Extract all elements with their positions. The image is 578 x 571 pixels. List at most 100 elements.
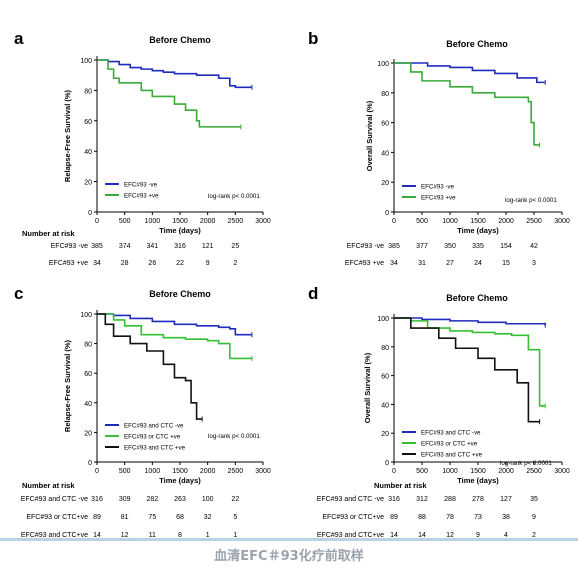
x-tick-label: 2500: [526, 218, 542, 225]
risk-value: 121: [202, 243, 214, 250]
risk-value: 35: [530, 496, 538, 503]
y-tick-label: 60: [381, 374, 389, 381]
x-tick-label: 2000: [498, 218, 514, 225]
y-tick-label: 20: [381, 180, 389, 187]
risk-value: 316: [388, 496, 400, 503]
y-tick-label: 100: [80, 312, 92, 319]
risk-value: 89: [390, 514, 398, 521]
risk-value: 12: [121, 532, 129, 539]
series-line-1: [97, 313, 252, 336]
panel-title: Before Chemo: [446, 293, 508, 303]
panel-title: Before Chemo: [149, 35, 211, 45]
risk-value: 31: [418, 260, 426, 267]
x-tick-label: 1500: [470, 218, 486, 225]
risk-value: 3: [532, 260, 536, 267]
risk-table-header: Number at risk: [374, 481, 427, 490]
legend-entry: EFC#93 -ve: [124, 182, 158, 189]
risk-value: 27: [446, 260, 454, 267]
series-line-2: [97, 313, 252, 360]
logrank-annotation: log-rank p< 0.0001: [208, 193, 260, 200]
bottom-divider: [0, 538, 578, 541]
x-tick-label: 1000: [442, 218, 458, 225]
y-tick-label: 20: [84, 180, 92, 187]
x-tick-label: 2000: [200, 468, 216, 475]
legend-entry: EFC#93 +ve: [421, 195, 456, 202]
risk-value: 9: [206, 260, 210, 267]
risk-value: 127: [500, 496, 512, 503]
risk-value: 100: [202, 496, 214, 503]
risk-value: 34: [390, 260, 398, 267]
x-tick-label: 3000: [554, 218, 570, 225]
y-tick-label: 0: [385, 210, 389, 217]
legend-entry: EFC#93 or CTC +ve: [421, 441, 478, 448]
panel-letter: c: [14, 284, 23, 303]
risk-value: 374: [119, 243, 131, 250]
series-line-2: [97, 59, 241, 128]
x-tick-label: 1000: [145, 218, 161, 225]
x-axis-label: Time (days): [457, 476, 499, 485]
series-line-2: [394, 62, 540, 146]
x-tick-label: 500: [119, 468, 131, 475]
risk-value: 32: [204, 514, 212, 521]
risk-row-label: EFC#93 or CTC+ve: [322, 514, 384, 521]
risk-value: 312: [416, 496, 428, 503]
y-tick-label: 40: [84, 401, 92, 408]
panel-letter: a: [14, 29, 24, 48]
x-tick-label: 500: [416, 218, 428, 225]
series-line-1: [394, 62, 546, 84]
x-tick-label: 0: [392, 218, 396, 225]
x-tick-label: 0: [392, 468, 396, 475]
risk-value: 73: [474, 514, 482, 521]
panel-letter: d: [308, 284, 318, 303]
y-tick-label: 0: [88, 460, 92, 467]
risk-value: 89: [93, 514, 101, 521]
risk-value: 88: [418, 514, 426, 521]
y-tick-label: 100: [80, 58, 92, 65]
risk-value: 350: [444, 243, 456, 250]
risk-value: 38: [502, 514, 510, 521]
risk-value: 2: [233, 260, 237, 267]
y-tick-label: 80: [84, 342, 92, 349]
y-tick-label: 0: [88, 210, 92, 217]
risk-value: 335: [472, 243, 484, 250]
risk-row-label: EFC#93 and CTC+ve: [21, 532, 88, 539]
risk-value: 309: [119, 496, 131, 503]
legend-entry: EFC#93 and CTC +ve: [124, 445, 186, 452]
risk-value: 34: [93, 260, 101, 267]
x-tick-label: 0: [95, 468, 99, 475]
figure-caption: 血清EFC＃93化疗前取样: [214, 549, 364, 564]
x-tick-label: 3000: [255, 218, 271, 225]
risk-table-header: Number at risk: [22, 229, 75, 238]
y-tick-label: 40: [84, 149, 92, 156]
risk-value: 12: [446, 532, 454, 539]
risk-value: 42: [530, 243, 538, 250]
risk-row-label: EFC#93 -ve: [51, 243, 88, 250]
risk-value: 22: [231, 496, 239, 503]
y-tick-label: 60: [381, 121, 389, 128]
x-tick-label: 2500: [228, 218, 244, 225]
risk-row-label: EFC#93 +ve: [49, 260, 88, 267]
y-axis-label: Overall Survival (%): [365, 100, 374, 171]
series-line-2: [394, 317, 546, 407]
x-tick-label: 2000: [498, 468, 514, 475]
legend-entry: EFC#93 +ve: [124, 193, 159, 200]
risk-value: 288: [444, 496, 456, 503]
y-tick-label: 40: [381, 150, 389, 157]
y-tick-label: 80: [381, 91, 389, 98]
risk-value: 263: [174, 496, 186, 503]
y-tick-label: 20: [381, 431, 389, 438]
panel-letter: b: [308, 29, 318, 48]
y-tick-label: 80: [84, 88, 92, 95]
x-tick-label: 1500: [172, 468, 188, 475]
risk-value: 4: [504, 532, 508, 539]
logrank-annotation: log-rank p< 0.0001: [505, 197, 557, 204]
x-tick-label: 2000: [200, 218, 216, 225]
risk-value: 5: [233, 514, 237, 521]
x-tick-label: 2500: [228, 468, 244, 475]
y-axis-label: Overall Survival (%): [363, 352, 372, 423]
legend-entry: EFC#93 or CTC +ve: [124, 434, 181, 441]
